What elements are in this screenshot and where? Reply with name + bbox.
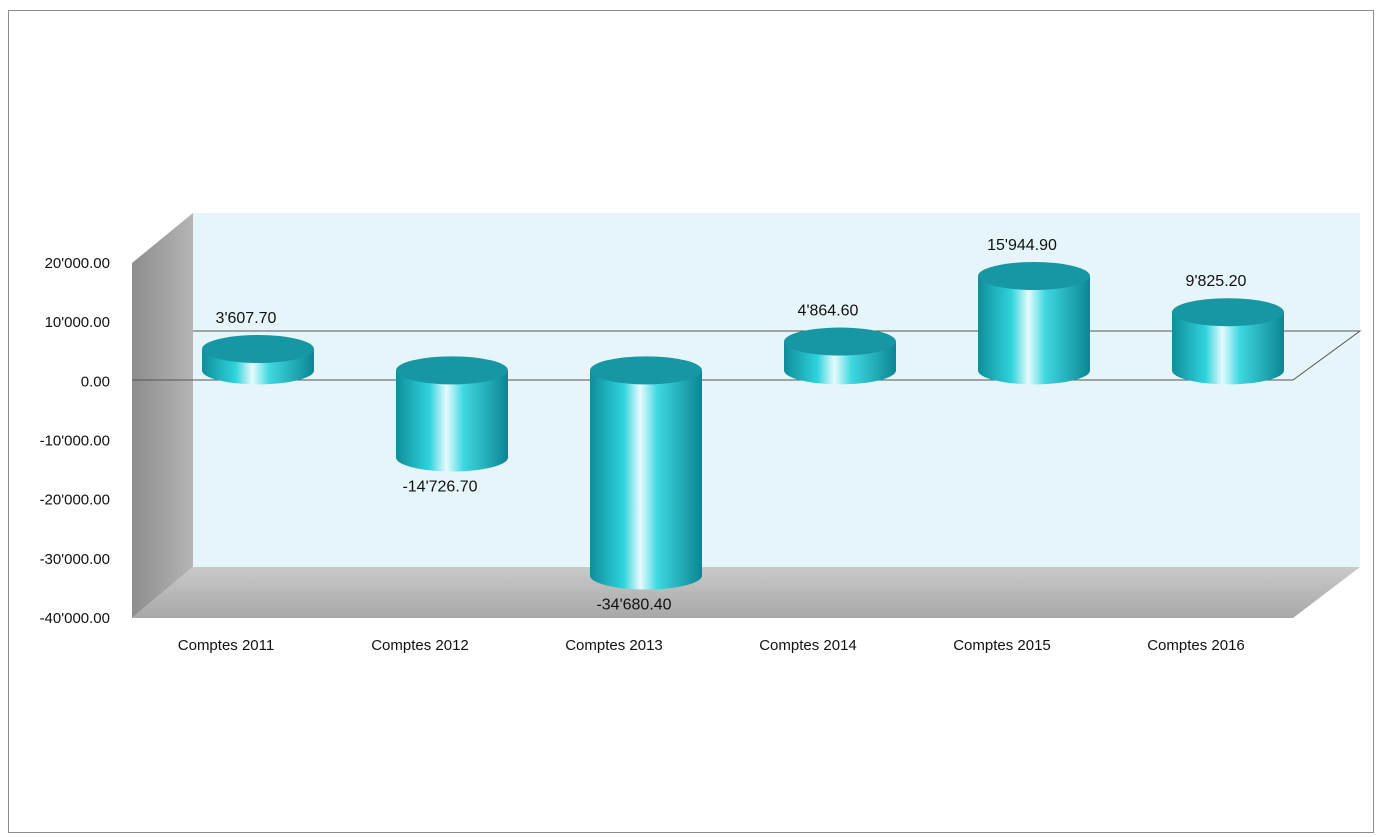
y-tick-label: -20'000.00	[40, 492, 110, 509]
bar-top	[590, 356, 702, 385]
data-labels: 3'607.70 -14'726.70 -34'680.40 4'864.60 15'9…	[216, 237, 1247, 614]
bar-body	[590, 370, 702, 590]
bar-comptes-2012	[396, 356, 508, 472]
bar-body	[978, 275, 1090, 385]
x-tick-label: Comptes 2016	[1147, 637, 1245, 654]
data-label: -14'726.70	[402, 478, 477, 495]
data-label: 15'944.90	[987, 237, 1057, 254]
x-tick-label: Comptes 2011	[178, 637, 274, 654]
y-tick-label: 10'000.00	[45, 314, 110, 331]
bar-top	[784, 327, 896, 356]
x-tick-label: Comptes 2014	[759, 637, 857, 654]
zero-plane	[132, 330, 1362, 381]
data-label: 9'825.20	[1186, 273, 1247, 290]
bar-top	[978, 261, 1090, 290]
x-axis-labels: Comptes 2011 Comptes 2012 Comptes 2013 Comp…	[178, 637, 1245, 654]
bar-comptes-2014	[784, 327, 896, 385]
floor	[132, 567, 1360, 618]
bar-comptes-2011	[202, 334, 314, 385]
y-tick-label: 20'000.00	[45, 255, 110, 272]
data-label: 4'864.60	[798, 303, 859, 320]
y-tick-label: -40'000.00	[40, 610, 110, 627]
data-label: -34'680.40	[596, 597, 671, 614]
y-tick-label: -10'000.00	[40, 433, 110, 450]
bar-comptes-2016	[1172, 298, 1284, 385]
bar-top	[1172, 298, 1284, 327]
back-wall	[193, 213, 1360, 567]
x-tick-label: Comptes 2015	[953, 637, 1051, 654]
bar-comptes-2013	[590, 356, 702, 590]
bar-top	[396, 356, 508, 385]
y-tick-label: 0.00	[81, 373, 110, 390]
y-tick-label: -30'000.00	[40, 551, 110, 568]
x-tick-label: Comptes 2013	[565, 637, 663, 654]
bar-top	[202, 334, 314, 363]
x-tick-label: Comptes 2012	[371, 637, 469, 654]
bars	[202, 261, 1284, 590]
data-label: 3'607.70	[216, 310, 277, 327]
bar-comptes-2015	[978, 261, 1090, 385]
y-axis-ticks: 20'000.00 10'000.00 0.00 -10'000.00 -20'000.…	[40, 255, 110, 627]
side-wall	[132, 213, 193, 618]
bar-body	[1172, 312, 1284, 385]
bar-body	[396, 370, 508, 472]
